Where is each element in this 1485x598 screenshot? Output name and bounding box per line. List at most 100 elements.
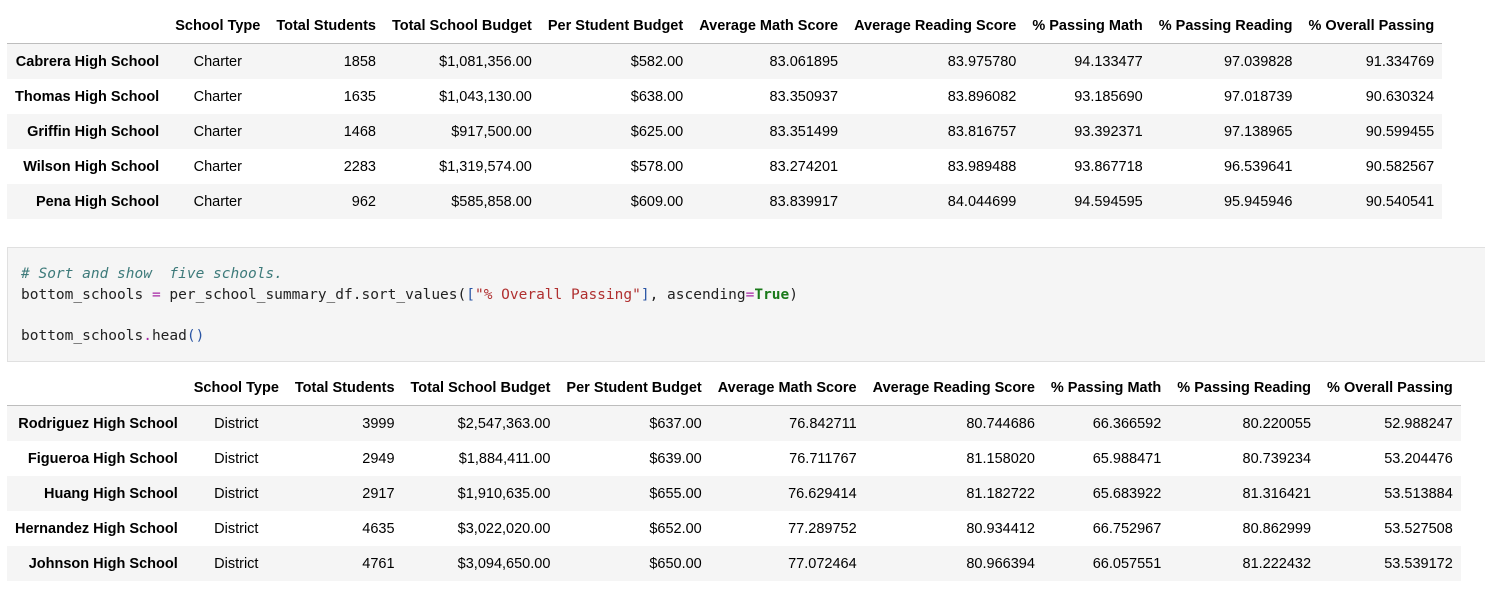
table-cell: 65.683922 [1092,485,1162,502]
table-body: Cabrera High School Charter 1858 $1,081,356… [7,43,1443,219]
table-cell: 97.138965 [1223,123,1293,140]
table-cell: 84.044699 [947,193,1017,210]
column-header: % Overall Passing [1319,370,1461,406]
column-header: % Passing Math [1024,8,1151,44]
table-header: School Type Total Students Total School Bu… [7,8,1443,44]
output-bottom-schools: School Type Total Students Total School Bu… [7,370,1461,581]
table-cell: 65.988471 [1092,450,1162,467]
table-cell: $609.00 [630,193,684,210]
table-cell: 93.185690 [1074,88,1143,105]
table-cell: $639.00 [649,450,702,467]
table-cell: $1,319,574.00 [439,158,532,175]
code-cell[interactable]: # Sort and show five schools. bottom_sch… [7,247,1485,362]
code-editor[interactable]: # Sort and show five schools. bottom_sch… [21,264,798,346]
code-paren-close: ) [789,286,798,303]
table-cell: 53.204476 [1384,450,1453,467]
column-header: % Overall Passing [1300,8,1443,44]
table-cell: 76.842711 [789,415,857,432]
table-cell: 80.934412 [966,520,1035,537]
table-cell: District [214,555,259,572]
table-cell: 94.594595 [1074,193,1143,210]
column-header: % Passing Math [1042,370,1170,406]
table-cell: $625.00 [630,123,684,140]
code-call: per_school_summary_df.sort_values( [169,286,467,303]
table-cell: $578.00 [630,158,684,175]
table-cell: 1858 [343,53,376,70]
code-comment: # Sort and show five schools. [21,266,283,282]
table-cell: 83.274201 [769,158,839,175]
table-cell: $1,081,356.00 [439,53,532,70]
table-cell: 83.350937 [769,88,839,105]
column-header: % Passing Reading [1150,8,1301,44]
table-cell: $638.00 [630,88,684,105]
row-index-label: Griffin High School [27,123,160,140]
code-keyword: True [754,286,790,303]
table-cell: 4635 [362,520,395,537]
output-top-schools: School Type Total Students Total School Bu… [7,8,1443,219]
table-row: Cabrera High School Charter 1858 $1,081,356… [7,43,1443,79]
column-header: School Type [185,370,287,406]
table-cell: $582.00 [630,53,684,70]
table-cell: 80.862999 [1242,520,1312,537]
column-header: Per Student Budget [558,370,710,406]
table-cell: $637.00 [649,415,702,432]
table-cell: District [214,485,259,502]
header-row: School Type Total Students Total School Bu… [7,370,1461,406]
table-row: Pena High School Charter 962 $585,858.00 $60… [7,184,1443,219]
table-cell: 1468 [343,123,376,140]
table-cell: $3,022,020.00 [457,520,551,537]
table-header: School Type Total Students Total School Bu… [7,370,1461,406]
code-parens: () [186,327,205,344]
row-index-label: Cabrera High School [15,53,160,70]
column-header: Average Math Score [709,370,865,406]
table-cell: $652.00 [649,520,702,537]
table-cell: District [214,520,259,537]
code-dot: . [143,327,152,344]
table-cell: 90.599455 [1365,123,1435,140]
table-cell: $2,547,363.00 [457,415,551,432]
table-cell: 93.392371 [1074,123,1143,140]
table-row: Hernandez High School District 4635 $3,022,… [7,511,1461,546]
column-header: School Type [167,8,269,44]
column-header: Total School Budget [402,370,559,406]
table-cell: 53.527508 [1384,520,1453,537]
table-cell: 93.867718 [1074,158,1143,175]
table-cell: 95.945946 [1223,193,1293,210]
table-cell: 962 [351,193,376,210]
table-row: Huang High School District 2917 $1,910,635.… [7,476,1461,511]
row-index-label: Huang High School [44,485,178,502]
table-cell: 80.220055 [1242,415,1312,432]
header-row: School Type Total Students Total School Bu… [7,8,1443,44]
code-equals: = [745,286,755,303]
code-string: "% Overall Passing" [474,286,641,303]
column-header: Total Students [268,8,384,44]
code-obj: bottom_schools [21,327,144,344]
table-row: Wilson High School Charter 2283 $1,319,574.… [7,149,1443,184]
table-row: Thomas High School Charter 1635 $1,043,130.… [7,79,1443,114]
index-header [7,370,186,406]
table-cell: 77.072464 [788,555,857,572]
row-index-label: Johnson High School [28,555,178,572]
table-row: Griffin High School Charter 1468 $917,500.0… [7,114,1443,149]
row-index-label: Hernandez High School [15,520,178,537]
table-cell: 83.839917 [769,193,839,210]
table-cell: 53.539172 [1384,555,1453,572]
table-cell: $3,094,650.00 [457,555,551,572]
code-var: bottom_schools [21,286,144,303]
table-cell: 90.582567 [1365,158,1435,175]
table-cell: 1635 [343,88,376,105]
table-cell: 53.513884 [1384,485,1453,502]
table-cell: 90.630324 [1365,88,1435,105]
table-cell: 76.629414 [788,485,857,502]
table-cell: 83.975780 [947,53,1017,70]
table-row: Johnson High School District 4761 $3,094,65… [7,546,1461,581]
table-cell: 83.061895 [769,53,839,70]
table-cell: 83.351499 [769,123,839,140]
code-method: head [151,327,187,344]
row-index-label: Figueroa High School [27,450,178,467]
row-index-label: Wilson High School [23,158,160,175]
table-cell: $655.00 [649,485,702,502]
table-cell: Charter [193,158,242,175]
table-cell: 97.018739 [1223,88,1293,105]
table-cell: 2917 [362,485,395,502]
